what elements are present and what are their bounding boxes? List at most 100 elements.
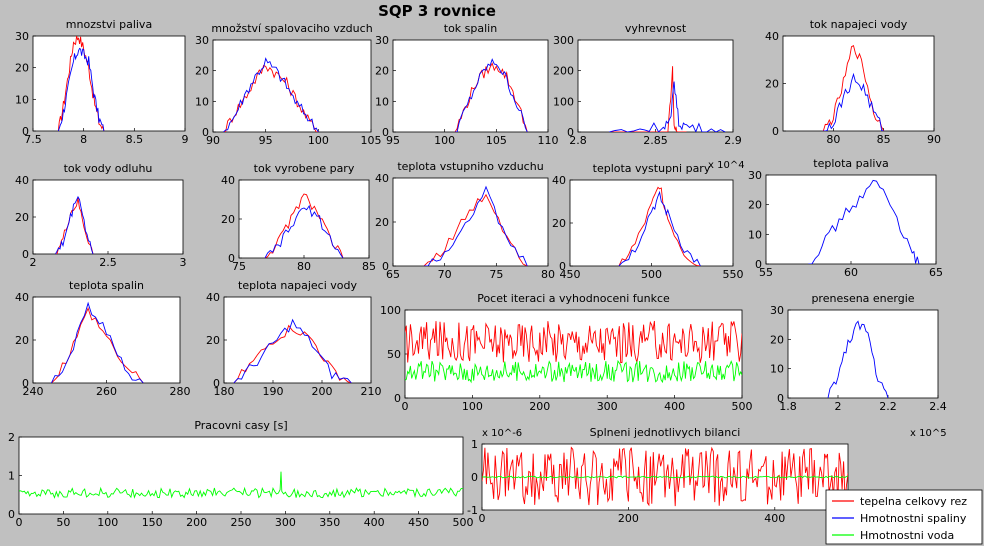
series-line: [822, 45, 885, 131]
y-tick-label: 0: [202, 126, 209, 139]
series-line: [424, 185, 528, 266]
x-tick-label: 0: [16, 516, 23, 529]
series-line: [233, 324, 352, 383]
x-tick-label: 190: [263, 385, 284, 398]
series-line: [455, 58, 528, 132]
y-tick-label: 100: [553, 95, 574, 108]
plot-area: [569, 179, 734, 267]
subplot-p7: tok vyrobene pary 75 80 85 0 20 40: [221, 162, 376, 273]
series-group: [223, 57, 319, 132]
x-tick-label: 2.85: [643, 134, 668, 147]
y-tick-label: 20: [765, 78, 779, 91]
x-tick-label: 550: [723, 268, 744, 281]
series-group: [264, 193, 344, 258]
y-tick-label: 0: [755, 258, 762, 271]
plot-area: [32, 296, 181, 384]
y-tick-label: 20: [770, 333, 784, 346]
y-tick-label: 20: [15, 211, 29, 224]
y-tick-label: 30: [15, 30, 29, 43]
x-tick-label: 200: [186, 516, 207, 529]
x-tick-label: 200: [618, 512, 639, 525]
y-tick-label: 0: [8, 508, 15, 521]
x-exponent: x 10^4: [708, 160, 745, 171]
x-tick-label: 50: [56, 516, 70, 529]
x-tick-label: 70: [438, 268, 452, 281]
x-tick-label: 300: [275, 516, 296, 529]
series-line: [823, 72, 884, 131]
series-group: [233, 318, 352, 383]
series-line: [482, 446, 848, 507]
series-line: [264, 204, 344, 258]
y-tick-label: 0: [213, 377, 220, 390]
series-line: [405, 320, 742, 364]
y-tick-label: 0: [394, 392, 401, 405]
y-tick-label: 30: [748, 169, 762, 182]
y-tick-label: -1: [467, 504, 478, 517]
y-tick-label: 40: [15, 291, 29, 304]
y-tick-label: 10: [375, 95, 389, 108]
subplot-p15: Pracovni casy [s] 0 50 100 150 200 250 300 350 40…: [8, 419, 474, 529]
x-tick-label: 240: [23, 385, 44, 398]
y-tick-label: 0: [772, 125, 779, 138]
plot-area: [765, 174, 937, 265]
legend: tepelna celkovy rez Hmotnostni spaliny Hmo…: [825, 489, 983, 545]
plot-area: [238, 179, 370, 259]
series-line: [55, 195, 94, 254]
x-tick-label: 55: [759, 266, 773, 279]
subplot-title: teplota paliva: [813, 157, 889, 170]
x-exponent: x 10^5: [910, 428, 947, 439]
series-group: [808, 179, 920, 264]
x-tick-label: 90: [206, 134, 220, 147]
subplot-title: tok vyrobene pary: [254, 162, 355, 175]
x-tick-label: 350: [319, 516, 340, 529]
x-tick-label: 500: [453, 516, 474, 529]
series-line: [608, 81, 726, 132]
subplot-title: teplota spalin: [69, 279, 144, 292]
y-tick-label: 0: [559, 260, 566, 273]
legend-label: Hmotnostni voda: [860, 529, 954, 542]
x-tick-label: 80: [541, 268, 555, 281]
series-line: [482, 475, 848, 479]
x-tick-label: 450: [560, 268, 581, 281]
x-tick-label: 110: [538, 134, 559, 147]
y-tick-label: 0: [382, 126, 389, 139]
subplot-p3: tok spalin 95 100 105 110 0 10 20 30: [375, 22, 559, 147]
series-group: [55, 195, 94, 254]
y-tick-label: 20: [15, 334, 29, 347]
x-tick-label: 2: [835, 400, 842, 413]
x-tick-label: 280: [170, 385, 191, 398]
series-line: [223, 57, 319, 132]
y-tick-label: 0: [471, 471, 478, 484]
subplot-p6: tok vody odluhu 2 2.5 3 0 20 40: [15, 162, 187, 269]
x-tick-label: 1.8: [779, 400, 797, 413]
y-tick-label: 200: [553, 65, 574, 78]
series-line: [57, 47, 105, 131]
x-tick-label: 400: [364, 516, 385, 529]
plot-area: [787, 309, 939, 399]
subplot-p2: množství spalovaciho vzduch 90 95 100 105 0 10…: [195, 22, 382, 147]
subplot-title: vyhrevnost: [625, 22, 687, 35]
x-tick-label: 105: [486, 134, 507, 147]
plot-area: [577, 39, 734, 133]
subplot-p14: prenesena energie 1.8 2 2.2 2.4 0 10 20 30 x 10^5: [770, 292, 947, 439]
series-line: [50, 301, 144, 383]
x-tick-label: 2.5: [99, 256, 117, 269]
x-tick-label: 8: [80, 133, 87, 146]
plot-area: [18, 436, 464, 515]
plot-area: [392, 177, 549, 267]
series-line: [233, 318, 352, 383]
x-tick-label: 95: [259, 134, 273, 147]
y-tick-label: 30: [375, 34, 389, 47]
y-tick-label: 100: [380, 304, 401, 317]
y-tick-label: 300: [553, 34, 574, 47]
x-tick-label: 180: [214, 385, 235, 398]
x-tick-label: 100: [308, 134, 329, 147]
y-tick-label: 2: [8, 431, 15, 444]
series-line: [609, 66, 687, 132]
x-tick-label: 85: [362, 260, 376, 273]
series-group: [822, 45, 885, 131]
y-tick-label: 20: [375, 65, 389, 78]
y-tick-label: 1: [8, 470, 15, 483]
x-tick-label: 0: [479, 512, 486, 525]
